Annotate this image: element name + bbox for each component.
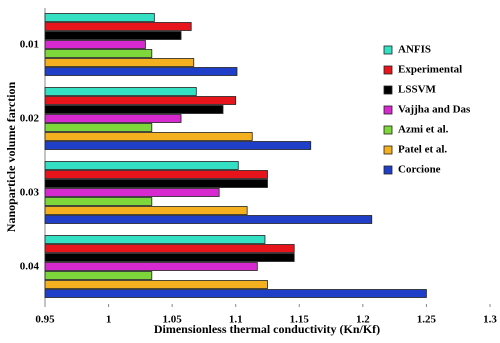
bar xyxy=(44,170,268,179)
bar xyxy=(44,161,239,170)
bar xyxy=(44,271,153,280)
legend-swatch xyxy=(383,65,393,75)
x-tick-label: 1 xyxy=(106,314,112,326)
bar xyxy=(44,13,155,22)
x-tick-label: 0.95 xyxy=(35,314,55,326)
bar xyxy=(44,206,248,215)
y-tick-label: 0.02 xyxy=(20,113,40,125)
y-tick-label: 0.04 xyxy=(20,261,40,273)
bar xyxy=(44,280,268,289)
legend-swatch xyxy=(383,125,393,135)
legend xyxy=(378,38,496,186)
bar xyxy=(44,262,258,271)
x-axis-label: Dimensionless thermal conductivity (Kn/K… xyxy=(154,322,380,336)
bar xyxy=(44,87,197,96)
legend-swatch xyxy=(383,105,393,115)
legend-swatch xyxy=(383,145,393,155)
bar xyxy=(44,58,195,67)
bar xyxy=(44,132,253,141)
legend-label: Patel et al. xyxy=(398,144,447,156)
legend-label: ANFIS xyxy=(398,44,431,56)
x-tick-label: 1.1 xyxy=(229,314,243,326)
bar xyxy=(44,179,268,188)
bar xyxy=(44,141,312,150)
y-tick-label: 0.01 xyxy=(20,39,39,51)
bar xyxy=(44,22,192,31)
bar xyxy=(44,105,224,114)
bar xyxy=(44,197,153,206)
bar xyxy=(44,40,146,49)
bar xyxy=(44,96,237,105)
legend-swatch xyxy=(383,165,393,175)
bar xyxy=(44,31,182,40)
bar xyxy=(44,235,266,244)
x-tick-label: 1.25 xyxy=(417,314,437,326)
bar xyxy=(44,49,153,58)
legend-label: Azmi et al. xyxy=(398,124,449,136)
x-tick-label: 1.15 xyxy=(290,314,310,326)
bar xyxy=(44,244,295,253)
legend-swatch xyxy=(383,45,393,55)
bar xyxy=(44,188,220,197)
bar xyxy=(44,67,238,76)
x-tick-label: 1.2 xyxy=(356,314,370,326)
y-axis-label: Nanoparticle volume farction xyxy=(4,81,18,232)
bar xyxy=(44,114,182,123)
legend-label: Vajjha and Das xyxy=(398,104,471,116)
legend-label: Experimental xyxy=(398,64,462,76)
bar xyxy=(44,123,153,132)
legend-label: Corcione xyxy=(398,164,441,176)
y-tick-label: 0.03 xyxy=(20,187,40,199)
x-tick-label: 1.05 xyxy=(163,314,183,326)
legend-swatch xyxy=(383,85,393,95)
legend-label: LSSVM xyxy=(398,84,437,96)
bar xyxy=(44,215,373,224)
bar xyxy=(44,253,295,262)
x-tick-label: 1.3 xyxy=(483,314,497,326)
bar xyxy=(44,289,427,298)
